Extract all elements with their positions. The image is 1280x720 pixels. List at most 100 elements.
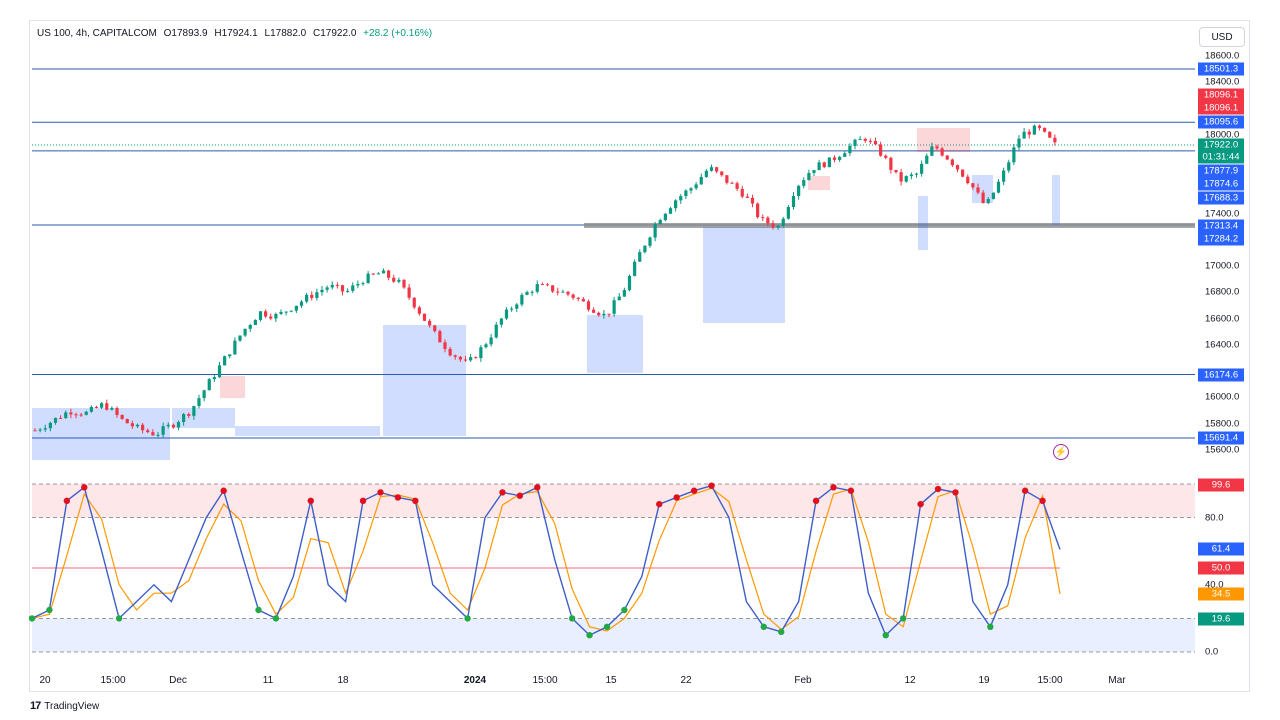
candle-body [59,417,63,419]
candle-body [397,279,401,282]
candle-body [991,192,995,200]
price-badge: 16174.6 [1198,368,1244,382]
stoch-k-line [31,484,1061,637]
candle-body [489,337,493,345]
ohlc-high: H17924.1 [214,28,258,39]
candle-body [935,146,939,149]
currency-button[interactable]: USD [1199,27,1245,47]
candle-body [325,287,329,290]
oversold-dot [255,606,262,614]
time-axis[interactable]: 20 15:00 Dec 11 18 2024 15:00 15 22 Feb 12 19 15:00 M… [30,673,1196,691]
candle-body [125,418,129,424]
tradingview-footer[interactable]: 17 TradingView [30,700,99,712]
time-axis-label: 20 [39,675,51,686]
candle-body [223,356,227,366]
candle-body [376,273,380,275]
candle-body [720,171,724,176]
order-block-box [1052,175,1060,225]
oversold-dot [760,623,767,630]
order-block-box [917,128,970,152]
candle-body [228,354,232,357]
overbought-dot [690,487,698,494]
candle-body [617,296,621,301]
oversold-dot [46,606,53,614]
candle-body [638,252,642,262]
oversold-dot [568,615,576,622]
candle-body [269,316,273,319]
candle-body [740,188,744,197]
candle-body [448,348,452,356]
candle-body [684,190,688,197]
oversold-dot [778,628,785,636]
candle-body [556,291,560,293]
overbought-dot [377,489,384,496]
lightning-icon[interactable]: ⚡ [1053,444,1069,460]
candle-body [745,196,749,198]
candle-body [592,309,596,313]
candle-body [853,139,857,146]
price-badge: 17688.3 [1198,191,1244,205]
price-axis-tick: 16800.0 [1205,286,1240,298]
candle-body [1017,138,1021,148]
candle-body [1012,147,1016,163]
price-badge: 18095.6 [1198,115,1244,129]
candle-body [494,324,498,338]
candle-body [581,298,585,302]
candle-body [422,313,427,321]
candle-body [38,429,42,431]
candle-body [668,208,673,214]
time-axis-label: 15:00 [532,675,558,686]
candle-body [699,176,703,185]
price-axis-tick: 15600.0 [1205,444,1240,456]
time-axis-label: Mar [1108,675,1126,686]
candle-body [64,412,68,419]
candle-body [966,176,970,184]
time-axis-label: 22 [680,675,692,686]
candle-body [453,355,457,357]
candle-body [1043,127,1047,132]
oversold-dot [115,615,123,622]
oversold-dot [882,632,889,639]
candle-body [94,406,99,408]
candle-body [827,157,831,168]
candle-body [197,398,201,407]
tradingview-brand: TradingView [44,700,100,712]
candle-body [1053,137,1057,143]
candle-body [781,218,785,226]
overbought-dot [934,485,942,493]
candle-body [540,284,544,286]
candle-body [412,297,416,308]
overbought-dot [63,497,71,504]
candle-body [622,290,626,297]
price-badge: 17313.4 [1198,219,1244,233]
candle-body [161,426,165,435]
order-block-box [703,227,785,323]
candle-body [510,308,514,310]
candle-body [310,294,314,298]
candle-body [474,357,478,359]
candle-body [499,318,503,325]
candle-body [130,423,134,427]
candle-body [381,270,386,274]
candle-body [356,283,360,286]
grey-zone-band [584,222,1195,228]
candle-body [879,144,883,156]
candle-body [279,311,283,314]
osc-badge: 99.6 [1198,478,1244,492]
overbought-dot [81,484,88,491]
candle-body [525,292,529,295]
order-block-box [220,376,245,398]
symbol-info[interactable]: US 100, 4h, CAPITALCOM [37,28,157,39]
candle-body [428,320,432,326]
candle-body [909,174,913,177]
price-axis-tick: 15800.0 [1205,418,1240,430]
candle-body [561,291,565,293]
candle-body [182,414,186,423]
overbought-dot [516,492,524,499]
candle-body [817,162,821,171]
candle-body [704,170,708,177]
oversold-dot [28,615,36,622]
candle-body [868,140,872,142]
candle-body [346,290,350,292]
